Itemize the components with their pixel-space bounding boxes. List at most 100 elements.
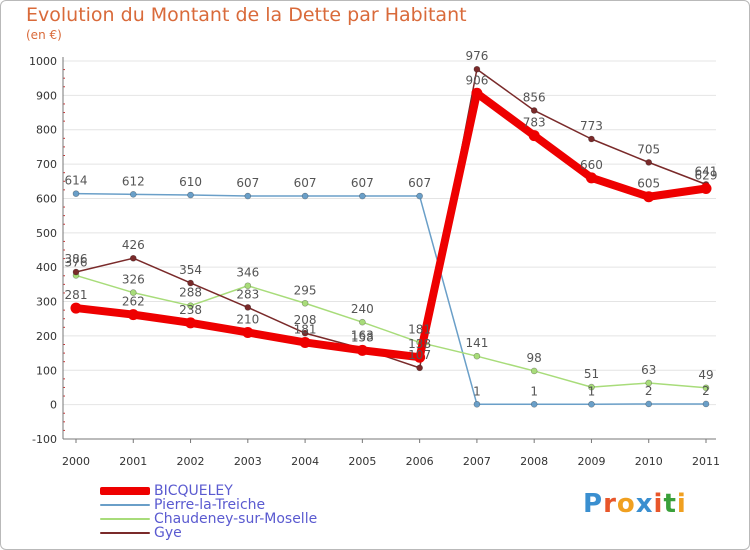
data-label-pierre-la-treiche: 607	[408, 176, 431, 190]
legend-item-bicqueley: BICQUELEY	[100, 484, 317, 498]
x-tick-label: 2000	[62, 455, 90, 468]
data-label-bicqueley: 629	[695, 168, 718, 182]
data-point-gye	[187, 279, 194, 287]
data-label-gye: 641	[695, 164, 718, 178]
data-point-pierre-la-treiche	[72, 190, 80, 197]
x-tick-label: 2008	[520, 455, 548, 468]
data-label-pierre-la-treiche: 610	[179, 175, 202, 189]
data-label-bicqueley: 783	[523, 116, 546, 130]
data-point-bicqueley	[299, 336, 311, 348]
data-point-gye	[530, 107, 538, 114]
data-point-gye	[416, 364, 423, 372]
data-label-pierre-la-treiche: 1	[530, 384, 538, 398]
data-label-bicqueley: 281	[65, 288, 88, 302]
data-point-chaudeney-sur-moselle	[244, 282, 252, 290]
data-point-gye	[72, 268, 80, 276]
data-point-pierre-la-treiche	[416, 192, 423, 200]
data-label-pierre-la-treiche: 607	[294, 176, 317, 190]
legend-item-gye: Gye	[100, 526, 317, 540]
series-line-chaudeney-sur-moselle	[75, 274, 707, 389]
data-point-bicqueley	[70, 302, 82, 314]
data-label-chaudeney-sur-moselle: 141	[465, 336, 488, 350]
data-label-bicqueley: 158	[351, 330, 374, 344]
x-tick-label: 2011	[692, 455, 720, 468]
data-point-chaudeney-sur-moselle	[645, 379, 653, 387]
legend-swatch	[100, 532, 150, 534]
data-label-chaudeney-sur-moselle: 326	[122, 273, 145, 287]
data-point-pierre-la-treiche	[129, 191, 137, 198]
x-tick-label: 2004	[291, 455, 319, 468]
data-label-chaudeney-sur-moselle: 288	[179, 286, 202, 300]
data-label-gye: 773	[580, 119, 603, 133]
data-point-chaudeney-sur-moselle	[359, 318, 366, 326]
y-tick-label: 900	[36, 89, 57, 102]
data-label-gye: 976	[465, 49, 488, 63]
data-label-bicqueley: 181	[294, 322, 317, 336]
data-point-pierre-la-treiche	[473, 400, 481, 408]
y-tick-label: 1000	[29, 55, 57, 68]
x-tick-label: 2001	[119, 455, 147, 468]
data-point-pierre-la-treiche	[301, 192, 309, 200]
data-point-chaudeney-sur-moselle	[187, 302, 194, 309]
data-label-chaudeney-sur-moselle: 98	[527, 351, 542, 365]
legend-label: Pierre-la-Treiche	[154, 497, 266, 513]
data-point-pierre-la-treiche	[530, 400, 538, 408]
series-lines	[70, 65, 712, 408]
y-tick-label: 100	[36, 364, 57, 377]
legend-item-pierre-la-treiche: Pierre-la-Treiche	[100, 498, 317, 512]
data-label-chaudeney-sur-moselle: 63	[641, 363, 656, 377]
data-point-pierre-la-treiche	[702, 400, 710, 408]
y-tick-label: 400	[36, 261, 57, 274]
legend-item-chaudeney-sur-moselle: Chaudeney-sur-Moselle	[100, 512, 317, 526]
legend-label: Gye	[154, 525, 182, 541]
y-tick-label: 500	[36, 227, 57, 240]
y-tick-label: 600	[36, 192, 57, 205]
data-label-pierre-la-treiche: 2	[702, 384, 710, 398]
x-tick-label: 2010	[635, 455, 663, 468]
data-point-pierre-la-treiche	[645, 400, 653, 408]
data-label-chaudeney-sur-moselle: 295	[294, 283, 317, 297]
y-tick-label: 300	[36, 296, 57, 309]
x-tick-label: 2007	[463, 455, 491, 468]
chart-title: Evolution du Montant de la Dette par Hab…	[26, 4, 467, 26]
data-point-chaudeney-sur-moselle	[129, 289, 137, 296]
legend-swatch	[100, 518, 150, 520]
data-point-bicqueley	[127, 309, 139, 321]
data-label-chaudeney-sur-moselle: 346	[236, 266, 259, 280]
legend-swatch	[100, 487, 150, 495]
data-point-pierre-la-treiche	[588, 400, 595, 408]
data-label-gye: 163	[351, 329, 374, 343]
data-label-bicqueley: 138	[408, 337, 431, 351]
data-label-gye: 856	[523, 90, 546, 104]
x-tick-label: 2009	[577, 455, 605, 468]
data-point-pierre-la-treiche	[359, 192, 366, 200]
data-point-chaudeney-sur-moselle	[473, 352, 481, 360]
data-label-chaudeney-sur-moselle: 51	[584, 367, 599, 381]
data-label-gye: 705	[637, 142, 660, 156]
legend: BICQUELEY Pierre-la-Treiche Chaudeney-sur-…	[100, 484, 317, 540]
y-tick-label: 200	[36, 330, 57, 343]
data-point-chaudeney-sur-moselle	[702, 384, 710, 392]
data-label-bicqueley: 262	[122, 295, 145, 309]
legend-label: BICQUELEY	[154, 483, 233, 499]
proxiti-logo: Proxiti	[583, 489, 687, 519]
data-point-gye	[588, 135, 595, 143]
data-label-pierre-la-treiche: 607	[236, 176, 259, 190]
data-point-gye	[301, 329, 309, 337]
data-point-bicqueley	[471, 87, 483, 99]
data-point-bicqueley	[185, 317, 197, 329]
data-label-gye: 283	[236, 287, 259, 301]
y-tick-label: -100	[32, 433, 57, 446]
data-point-pierre-la-treiche	[187, 191, 194, 199]
data-point-bicqueley	[528, 130, 540, 142]
data-label-gye: 107	[408, 348, 431, 362]
y-tick-label: 800	[36, 124, 57, 137]
data-label-bicqueley: 660	[580, 158, 603, 172]
series-line-gye	[75, 68, 707, 369]
data-point-bicqueley	[585, 172, 597, 184]
data-label-pierre-la-treiche: 2	[645, 384, 653, 398]
data-label-pierre-la-treiche: 607	[351, 176, 374, 190]
y-axis-unit: (en €)	[26, 28, 62, 42]
